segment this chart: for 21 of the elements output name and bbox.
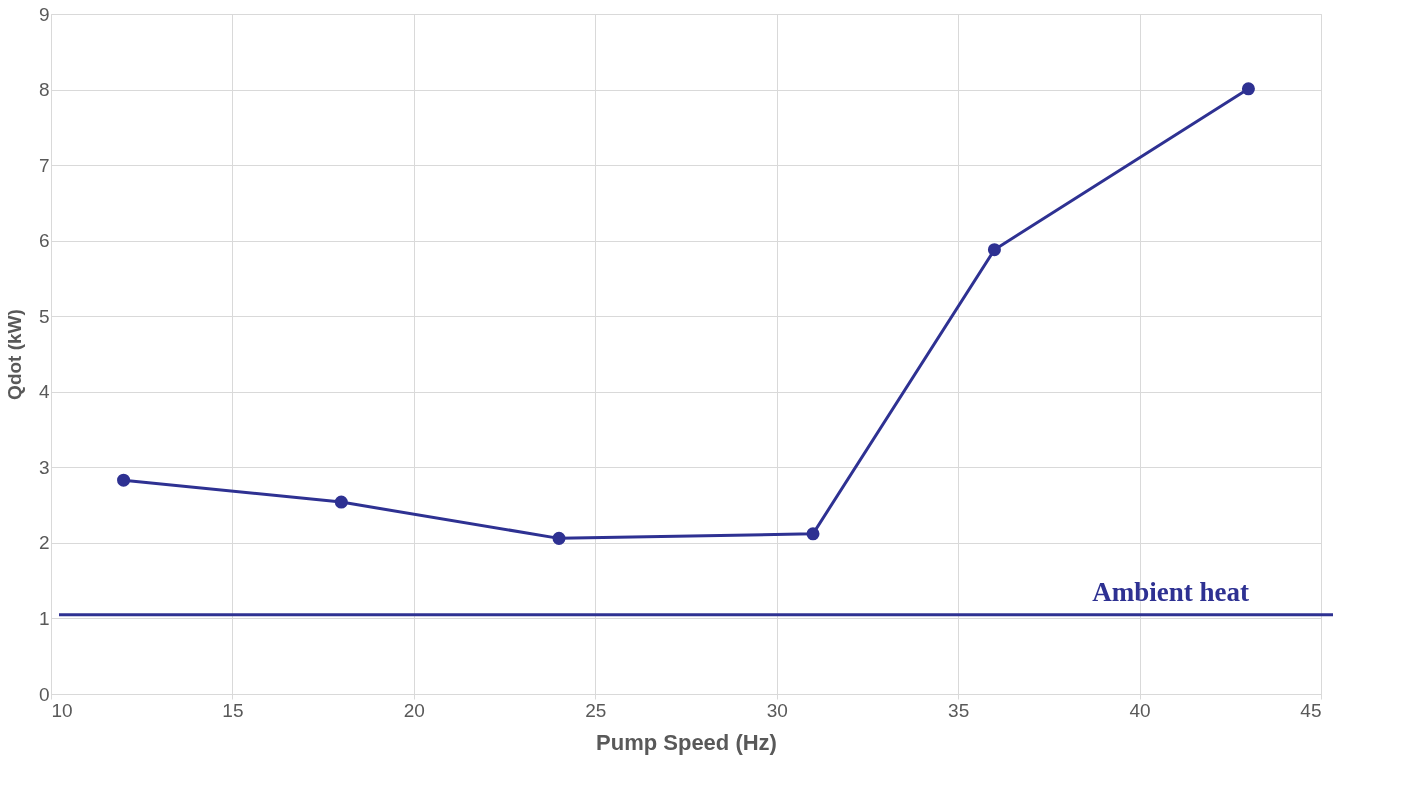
y-tick-label: 8 (38, 79, 50, 101)
x-tick-label: 45 (1300, 699, 1322, 721)
y-tick-label: 2 (38, 532, 50, 554)
x-tick-label: 25 (585, 699, 607, 721)
y-tick-label: 3 (38, 456, 50, 478)
x-tick-label: 40 (1129, 699, 1151, 721)
ref-line-label: Ambient heat (1092, 576, 1249, 607)
y-tick-label: 6 (38, 230, 50, 252)
x-tick-label: 35 (948, 699, 970, 721)
x-tick-label: 15 (222, 699, 244, 721)
y-tick-label: 4 (38, 381, 50, 403)
y-tick-label: 5 (38, 305, 50, 327)
x-axis-title: Pump Speed (Hz) (596, 729, 777, 755)
y-tick-label: 1 (38, 607, 50, 629)
x-tick-label: 10 (51, 699, 73, 721)
y-tick-label: 9 (38, 3, 50, 25)
y-axis-title: Qdot (kW) (3, 309, 25, 400)
y-tick-label: 7 (38, 154, 50, 176)
x-tick-label: 30 (766, 699, 788, 721)
y-tick-label: 0 (38, 683, 50, 705)
x-tick-label: 20 (403, 699, 425, 721)
